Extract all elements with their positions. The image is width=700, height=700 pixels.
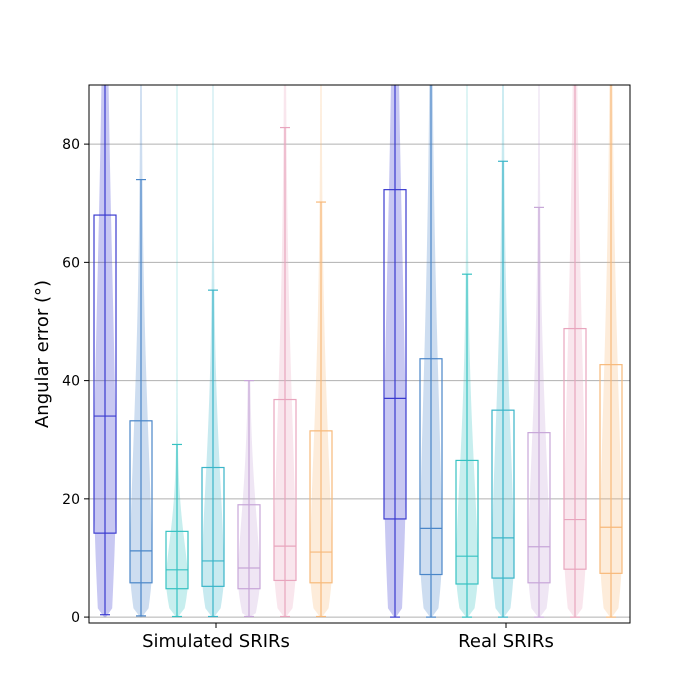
violin-box-real-1: [383, 85, 407, 618]
y-tick-label: 0: [71, 610, 80, 626]
iqr-box: [165, 530, 189, 590]
x-group-label: Simulated SRIRs: [142, 631, 290, 652]
violin-box-real-2: [419, 85, 443, 618]
iqr-box: [309, 430, 333, 584]
iqr-box: [419, 358, 443, 576]
violin-box-simulated-2: [129, 85, 153, 618]
iqr-box: [527, 432, 551, 584]
violin-box-simulated-1: [93, 85, 117, 618]
x-axis: Simulated SRIRs Real SRIRs: [142, 623, 554, 652]
plot-area: [93, 85, 623, 618]
iqr-box: [491, 409, 515, 579]
violin-box-real-7: [599, 85, 623, 618]
iqr-box: [93, 214, 117, 534]
violin-box-real-4: [491, 85, 515, 618]
iqr-box: [383, 189, 407, 520]
violin-box-simulated-6: [273, 85, 297, 618]
x-group-label: Real SRIRs: [458, 631, 554, 652]
plot-frame: [88, 84, 631, 624]
violin-box-real-6: [563, 85, 587, 618]
iqr-box: [129, 420, 153, 584]
violin-box-simulated-7: [309, 85, 333, 618]
violin-box-simulated-4: [201, 85, 225, 618]
violin-shape: [166, 85, 188, 618]
y-tick-label: 60: [62, 255, 80, 271]
violin-box-simulated-5: [237, 380, 261, 618]
y-tick-label: 20: [62, 492, 80, 508]
iqr-box: [273, 398, 297, 582]
plot-marks: [93, 85, 623, 618]
y-tick-label: 40: [62, 374, 80, 390]
violin-box-real-3: [455, 85, 479, 618]
iqr-box: [455, 459, 479, 585]
y-tick-label: 80: [62, 137, 80, 153]
violin-box-real-5: [527, 85, 551, 618]
iqr-box: [237, 504, 261, 590]
violin-box-simulated-3: [165, 85, 189, 618]
y-axis-title: Angular error (°): [32, 280, 53, 428]
iqr-box: [563, 327, 587, 570]
iqr-box: [599, 364, 623, 574]
y-axis: 0 20 40 60 80: [62, 137, 89, 626]
iqr-box: [201, 466, 225, 587]
